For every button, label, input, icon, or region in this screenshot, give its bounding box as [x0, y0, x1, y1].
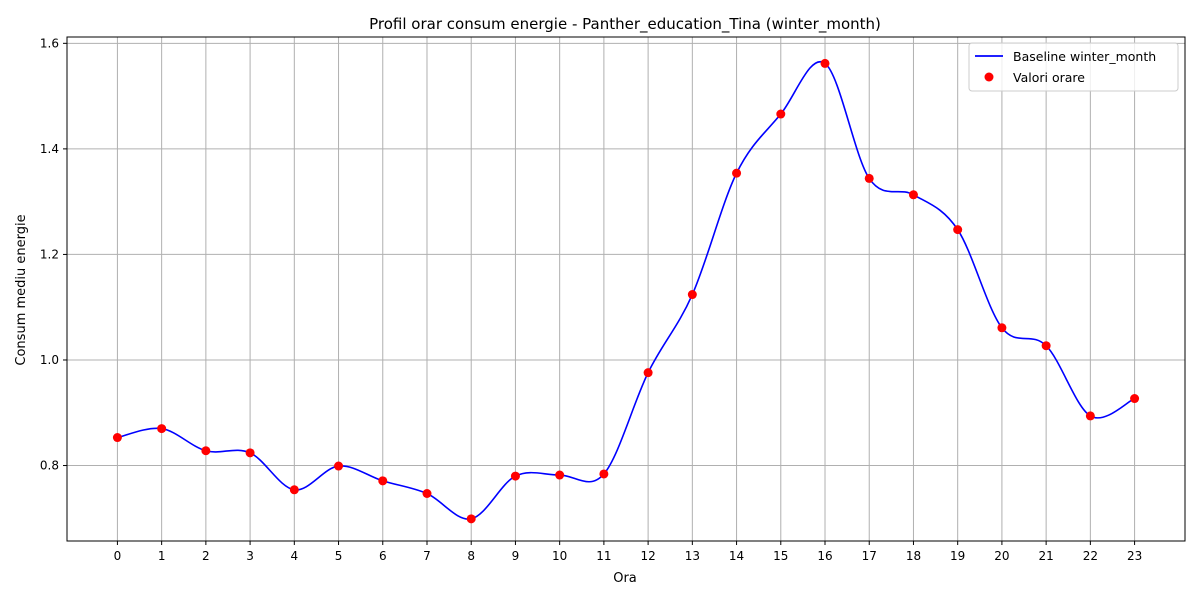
x-tick-label: 5: [335, 549, 343, 563]
hourly-value-point: [732, 168, 742, 178]
hourly-value-point: [112, 433, 122, 443]
series-layer: [112, 58, 1140, 524]
x-tick-label: 20: [994, 549, 1009, 563]
x-tick-label: 4: [290, 549, 298, 563]
hourly-value-point: [997, 323, 1007, 333]
hourly-value-point: [687, 290, 697, 300]
hourly-value-point: [1130, 394, 1140, 404]
x-tick-label: 2: [202, 549, 210, 563]
hourly-value-point: [776, 109, 786, 119]
x-tick-label: 7: [423, 549, 431, 563]
hourly-value-point: [201, 446, 211, 456]
hourly-value-point: [289, 485, 299, 495]
x-axis-label: Ora: [613, 571, 637, 586]
x-tick-label: 10: [552, 549, 567, 563]
x-tick-label: 14: [729, 549, 744, 563]
x-tick-label: 9: [512, 549, 520, 563]
x-tick-label: 11: [596, 549, 611, 563]
x-tick-label: 8: [467, 549, 475, 563]
legend-label-baseline: Baseline winter_month: [1013, 49, 1156, 64]
hourly-value-point: [555, 470, 565, 480]
x-tick-label: 15: [773, 549, 788, 563]
x-tick-label: 18: [906, 549, 921, 563]
y-tick-label: 1.4: [40, 142, 59, 156]
x-tick-label: 16: [817, 549, 832, 563]
x-tick-label: 22: [1083, 549, 1098, 563]
x-tick-label: 1: [158, 549, 166, 563]
hourly-value-point: [245, 448, 255, 458]
chart-title: Profil orar consum energie - Panther_edu…: [369, 15, 881, 34]
y-axis-label: Consum mediu energie: [14, 214, 29, 365]
x-tick-label: 0: [114, 549, 122, 563]
hourly-value-point: [378, 476, 388, 486]
legend: Baseline winter_month Valori orare: [968, 42, 1179, 92]
hourly-value-point: [953, 225, 963, 235]
hourly-value-point: [820, 58, 830, 68]
hourly-value-point: [422, 489, 432, 499]
hourly-value-point: [1041, 341, 1051, 351]
legend-marker-swatch: [984, 72, 994, 82]
hourly-value-point: [599, 469, 609, 479]
hourly-value-point: [510, 471, 520, 481]
x-tick-label: 17: [862, 549, 877, 563]
plot-frame: [66, 36, 1186, 542]
x-tick-label: 19: [950, 549, 965, 563]
x-tick-label: 3: [246, 549, 254, 563]
hourly-value-point: [908, 190, 918, 200]
hourly-value-point: [157, 424, 167, 434]
x-tick-label: 21: [1038, 549, 1053, 563]
hourly-value-point: [334, 461, 344, 471]
hourly-value-point: [466, 514, 476, 524]
grid: [67, 37, 1185, 541]
y-tick-label: 1.0: [40, 353, 59, 367]
legend-label-hourly: Valori orare: [1013, 70, 1085, 85]
y-tick-label: 1.2: [40, 247, 59, 261]
axes: 0 1 2 3 4 5 6 7 8 9 10 11 12 13 14 15 16 17 18 19 20 21 22 230.…: [40, 36, 1186, 563]
y-tick-label: 1.6: [40, 36, 59, 50]
legend-box: [968, 42, 1179, 92]
x-tick-label: 6: [379, 549, 387, 563]
y-tick-label: 0.8: [40, 459, 59, 473]
hourly-value-point: [643, 368, 653, 378]
x-tick-label: 13: [685, 549, 700, 563]
hourly-value-point: [864, 173, 874, 183]
hourly-value-point: [1085, 411, 1095, 421]
baseline-series-line: [117, 60, 1135, 520]
x-tick-label: 12: [640, 549, 655, 563]
x-tick-label: 23: [1127, 549, 1142, 563]
